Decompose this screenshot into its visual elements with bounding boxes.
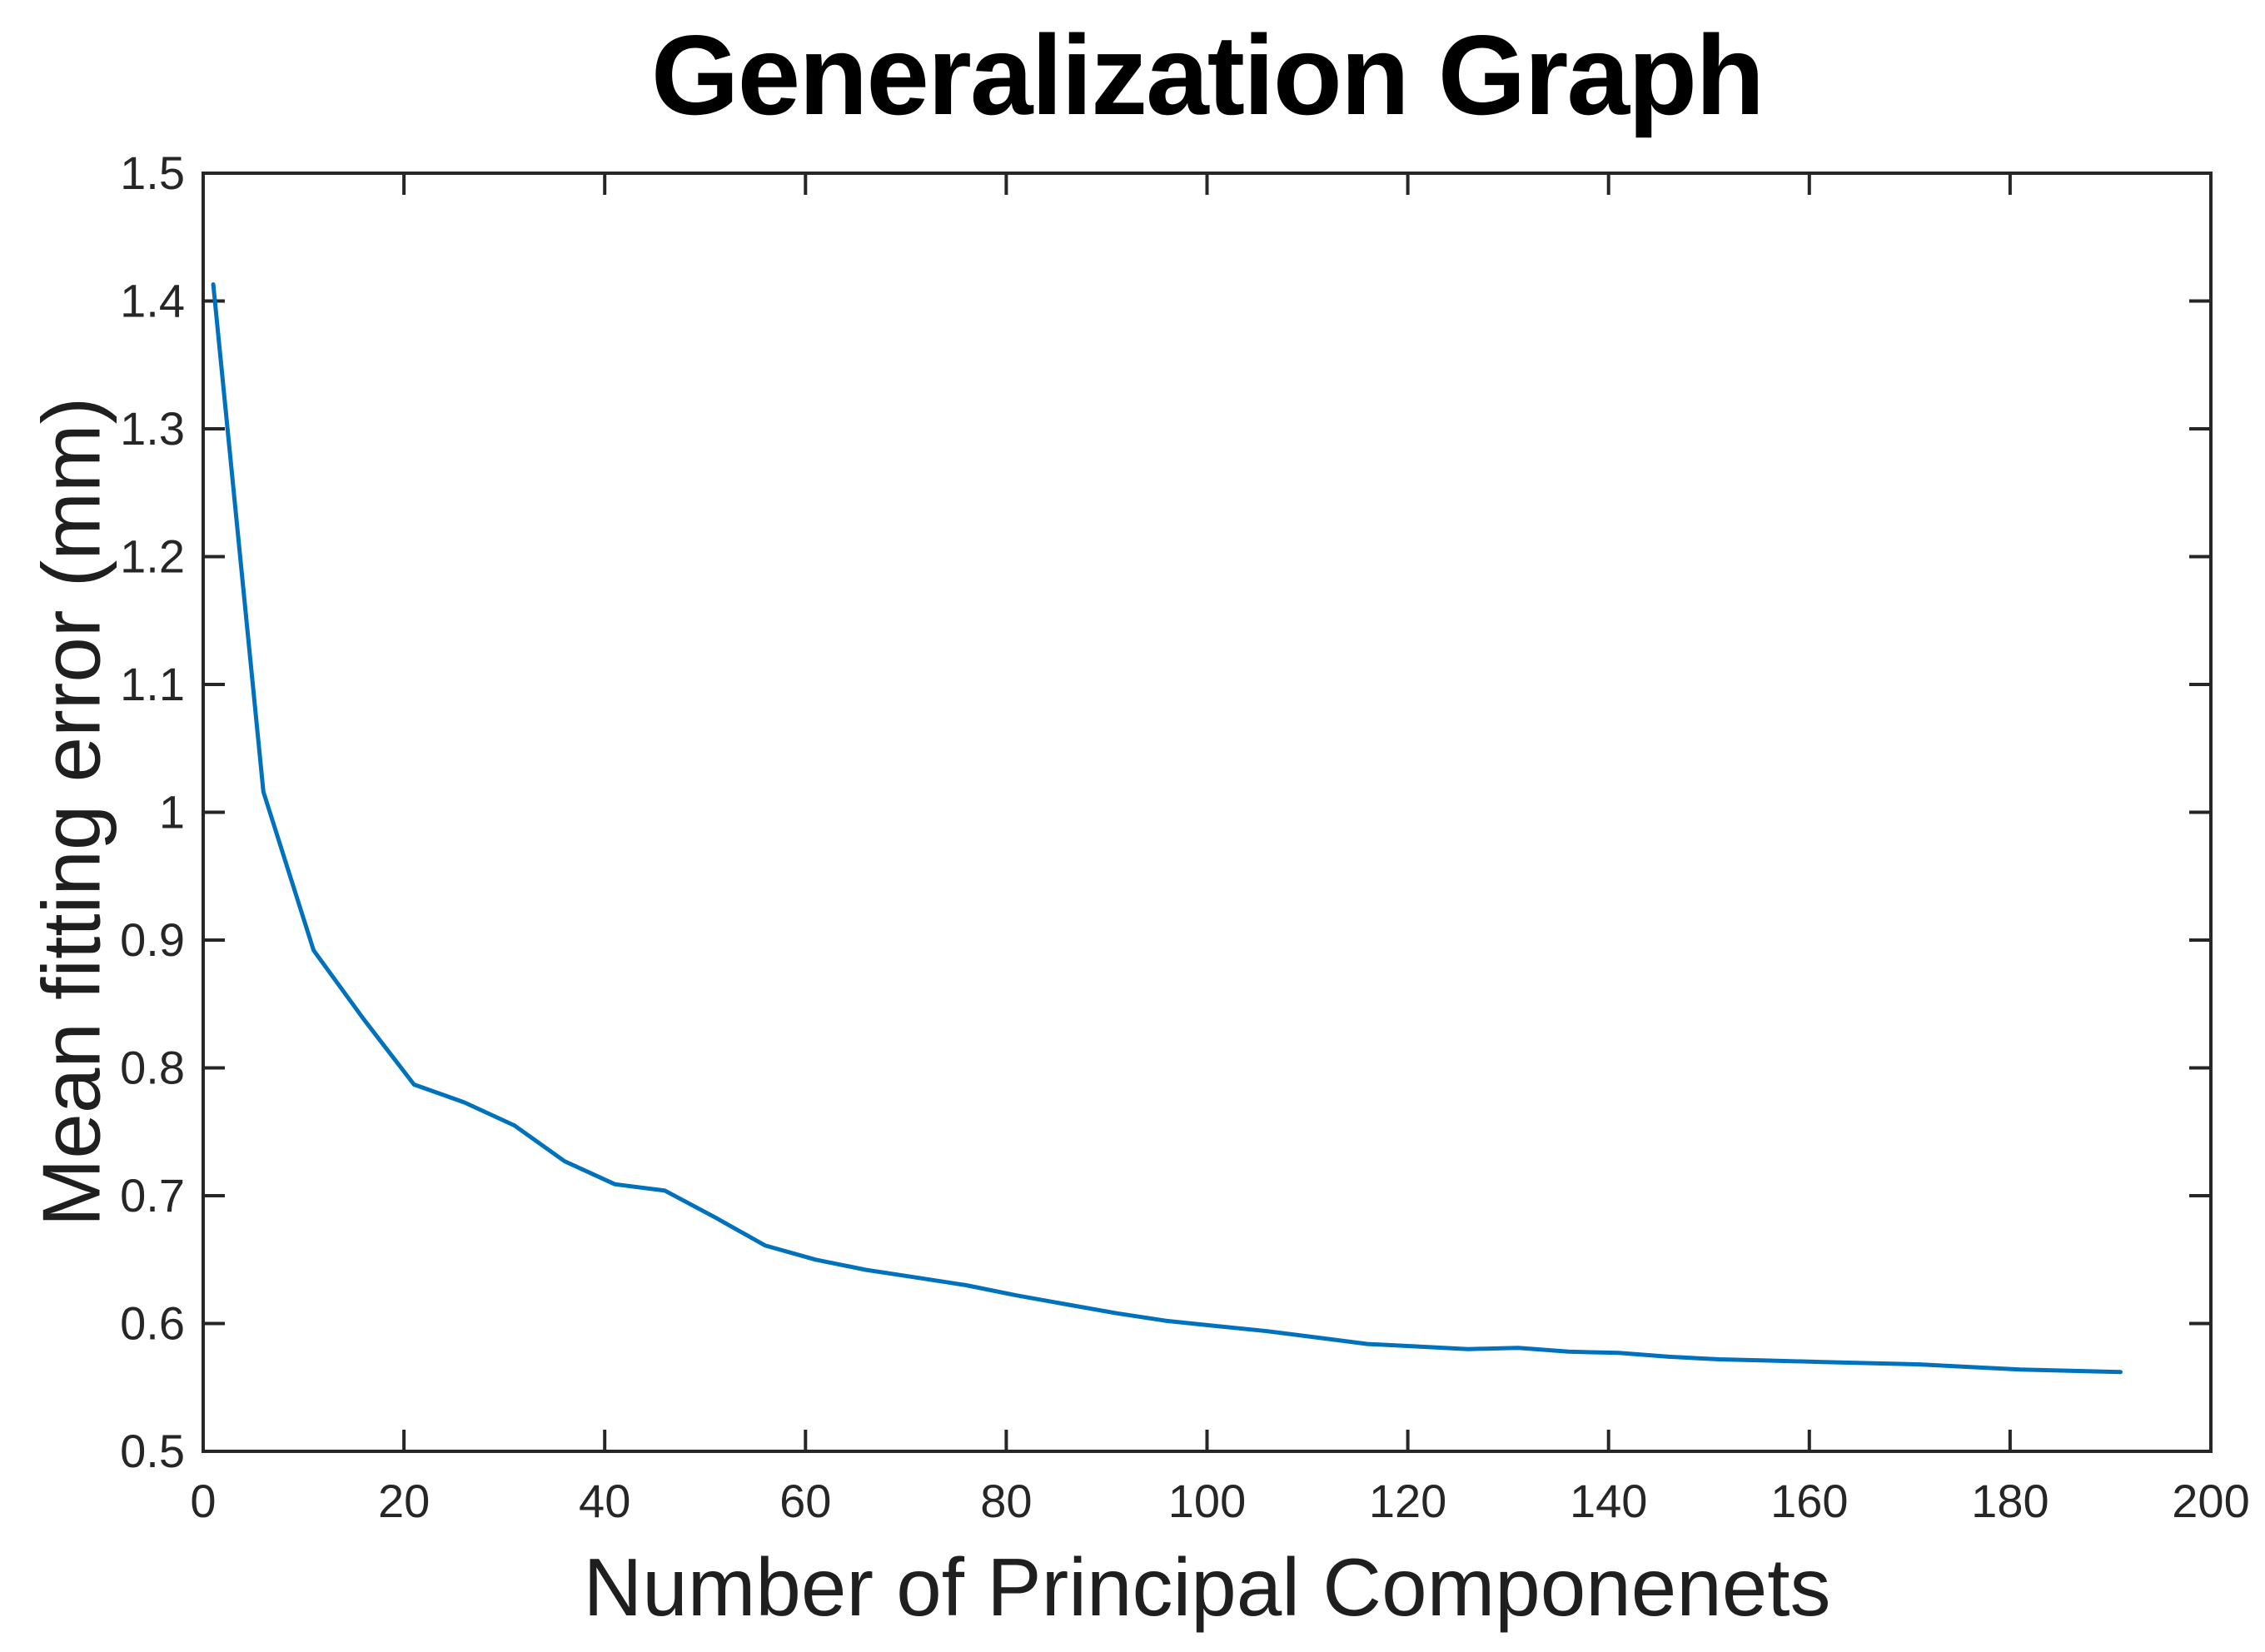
x-tick-label: 20	[378, 1475, 430, 1527]
y-tick-label: 0.9	[120, 913, 185, 966]
x-tick-label: 80	[980, 1475, 1032, 1527]
y-tick-label: 0.5	[120, 1425, 185, 1477]
x-tick-label: 140	[1570, 1475, 1647, 1527]
x-tick-label: 180	[1971, 1475, 2048, 1527]
y-tick-label: 0.7	[120, 1169, 185, 1222]
x-tick-label: 60	[779, 1475, 831, 1527]
y-tick-label: 1.2	[120, 530, 185, 583]
y-tick-label: 1.1	[120, 658, 185, 710]
axis-box	[202, 172, 2213, 1453]
x-tick-label: 100	[1168, 1475, 1246, 1527]
y-tick-label: 0.6	[120, 1297, 185, 1350]
x-tick-label: 160	[1770, 1475, 1848, 1527]
y-tick-label: 0.8	[120, 1042, 185, 1094]
x-tick-label: 200	[2172, 1475, 2249, 1527]
y-tick-label: 1.4	[120, 275, 185, 327]
y-tick-label: 1	[159, 786, 185, 838]
x-tick-label: 40	[579, 1475, 630, 1527]
y-tick-label: 1.3	[120, 402, 185, 455]
series-line	[211, 282, 2123, 1375]
x-tick-label: 120	[1369, 1475, 1446, 1527]
x-tick-label: 0	[190, 1475, 216, 1527]
x-axis-label: Number of Principal Componenets	[583, 1541, 1831, 1633]
chart-title: Generalization Graph	[650, 12, 1765, 138]
y-tick-label: 1.5	[120, 147, 185, 199]
